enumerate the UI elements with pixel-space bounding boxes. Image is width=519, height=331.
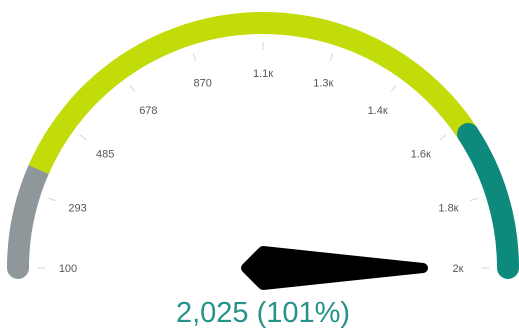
- gauge-bands: [7, 12, 519, 279]
- gauge-tick-label: 1.3к: [313, 78, 333, 90]
- gauge-tick: [439, 134, 447, 141]
- gauge-band-3: [457, 122, 519, 279]
- gauge-tick-label: 100: [59, 263, 77, 275]
- gauge-tick-label: 1.4к: [368, 105, 388, 117]
- gauge-tick-label: 1.8к: [438, 203, 458, 215]
- gauge-tick-label: 485: [96, 148, 114, 160]
- gauge-tick: [79, 134, 87, 141]
- gauge-ticks: [37, 42, 489, 269]
- gauge-tick: [192, 52, 197, 61]
- gauge-tick-label: 678: [139, 105, 157, 117]
- gauge-needle: [241, 246, 428, 290]
- gauge-tick-label: 870: [194, 78, 212, 90]
- gauge-tick-labels: 100 293 485 678 870 1.1к 1.3к 1.4к 1.6к 1.8к 2к: [59, 68, 464, 275]
- gauge-value-label: 2,025 (101%): [176, 297, 350, 329]
- gauge-tick: [329, 52, 334, 61]
- gauge-tick-label: 1.6к: [411, 148, 431, 160]
- gauge-band-1: [7, 158, 50, 279]
- gauge-tick: [470, 197, 479, 202]
- gauge-tick-label: 2к: [453, 263, 464, 275]
- gauge-tick: [47, 197, 56, 202]
- gauge-tick: [390, 84, 397, 92]
- gauge-tick-label: 293: [68, 203, 86, 215]
- gauge-tick: [129, 84, 136, 92]
- gauge-band-2: [28, 12, 478, 175]
- gauge-tick-label: 1.1к: [253, 68, 273, 80]
